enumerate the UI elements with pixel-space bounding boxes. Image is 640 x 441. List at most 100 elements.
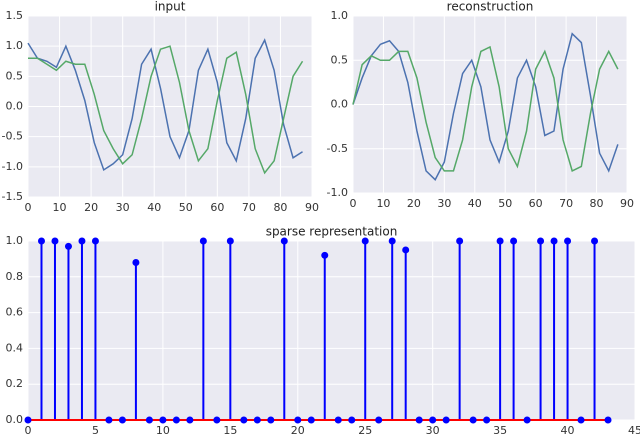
y-tick-label: 0.4: [6, 341, 24, 354]
y-tick-label: -1.0: [2, 160, 23, 173]
x-tick-label: 10: [376, 197, 390, 210]
stem-marker: [429, 416, 437, 424]
stem-marker: [361, 237, 369, 245]
data-line: [27, 38, 303, 171]
x-tick-label: 80: [590, 197, 604, 210]
stem-marker: [523, 416, 531, 424]
x-tick-label: 20: [84, 201, 98, 214]
stem-marker: [415, 416, 423, 424]
x-tick-label: 70: [559, 197, 573, 210]
x-tick-label: 0: [25, 201, 32, 214]
stem-marker: [37, 237, 45, 245]
stem-marker: [213, 416, 221, 424]
y-tick-label: 1.0: [331, 9, 349, 22]
stem-marker: [375, 416, 383, 424]
x-tick-label: 0: [25, 424, 32, 437]
stem-marker: [456, 237, 464, 245]
stem-marker: [91, 237, 99, 245]
x-tick-label: 25: [358, 424, 372, 437]
y-tick-label: 0.0: [6, 100, 24, 113]
x-tick-label: 50: [179, 201, 193, 214]
x-tick-label: 40: [468, 197, 482, 210]
stem-marker: [199, 237, 207, 245]
chart-title: input: [155, 0, 186, 14]
stem-marker: [105, 416, 113, 424]
stem-marker: [145, 416, 153, 424]
y-tick-label: 0.5: [331, 53, 349, 66]
x-tick-label: 50: [498, 197, 512, 210]
data-line: [352, 32, 619, 181]
stem-marker: [132, 258, 140, 266]
stem-marker: [186, 416, 194, 424]
x-tick-label: 10: [156, 424, 170, 437]
plot-area: [28, 241, 635, 420]
stem-marker: [78, 237, 86, 245]
stem-marker: [159, 416, 167, 424]
y-tick-label: 0.2: [6, 377, 24, 390]
y-tick-label: -1.5: [2, 190, 23, 203]
stem-marker: [469, 416, 477, 424]
stem-marker: [226, 237, 234, 245]
x-tick-label: 70: [242, 201, 256, 214]
stem-marker: [118, 416, 126, 424]
data-line: [28, 45, 304, 175]
stem-marker: [294, 416, 302, 424]
stem-marker: [240, 416, 248, 424]
y-tick-label: 1.0: [6, 234, 24, 247]
stem-marker: [321, 251, 329, 259]
y-tick-label: 1.0: [6, 39, 24, 52]
x-tick-label: 20: [407, 197, 421, 210]
x-tick-label: 0: [350, 197, 357, 210]
y-tick-label: 0.8: [6, 270, 24, 283]
stem-marker: [267, 416, 275, 424]
stem-marker: [591, 237, 599, 245]
x-tick-label: 30: [426, 424, 440, 437]
stem-marker: [334, 416, 342, 424]
stem-marker: [496, 237, 504, 245]
stem-marker: [253, 416, 261, 424]
x-tick-label: 40: [147, 201, 161, 214]
x-tick-label: 40: [561, 424, 575, 437]
x-tick-label: 35: [493, 424, 507, 437]
stem-marker: [510, 237, 518, 245]
chart-title: reconstruction: [447, 0, 534, 14]
chart-title: sparse representation: [266, 225, 398, 239]
stem-marker: [64, 242, 72, 250]
stem-marker: [537, 237, 545, 245]
stem-marker: [388, 237, 396, 245]
x-tick-label: 60: [529, 197, 543, 210]
stem-marker: [442, 416, 450, 424]
x-tick-label: 15: [223, 424, 237, 437]
stem-marker: [604, 416, 612, 424]
y-tick-label: 1.5: [6, 9, 24, 22]
x-tick-label: 90: [305, 201, 319, 214]
stem-marker: [280, 237, 288, 245]
x-tick-label: 80: [273, 201, 287, 214]
stem-marker: [402, 246, 410, 254]
x-tick-label: 20: [291, 424, 305, 437]
stem-marker: [307, 416, 315, 424]
stem-marker: [348, 416, 356, 424]
y-tick-label: 0.5: [6, 69, 24, 82]
y-tick-label: -0.5: [327, 142, 348, 155]
x-tick-label: 90: [620, 197, 634, 210]
y-tick-label: 0.0: [331, 98, 349, 111]
y-tick-label: 0.0: [6, 413, 24, 426]
y-tick-label: -1.0: [327, 186, 348, 199]
stem-marker: [577, 416, 585, 424]
stem-marker: [550, 237, 558, 245]
stem-marker: [564, 237, 572, 245]
y-tick-label: -0.5: [2, 130, 23, 143]
x-tick-label: 30: [437, 197, 451, 210]
x-tick-label: 10: [53, 201, 67, 214]
stem-marker: [172, 416, 180, 424]
x-tick-label: 5: [92, 424, 99, 437]
x-tick-label: 60: [210, 201, 224, 214]
x-tick-label: 30: [116, 201, 130, 214]
stem-marker: [51, 237, 59, 245]
y-tick-label: 0.6: [6, 306, 24, 319]
stem-marker: [24, 416, 32, 424]
x-tick-label: 45: [628, 424, 640, 437]
stem-marker: [483, 416, 491, 424]
